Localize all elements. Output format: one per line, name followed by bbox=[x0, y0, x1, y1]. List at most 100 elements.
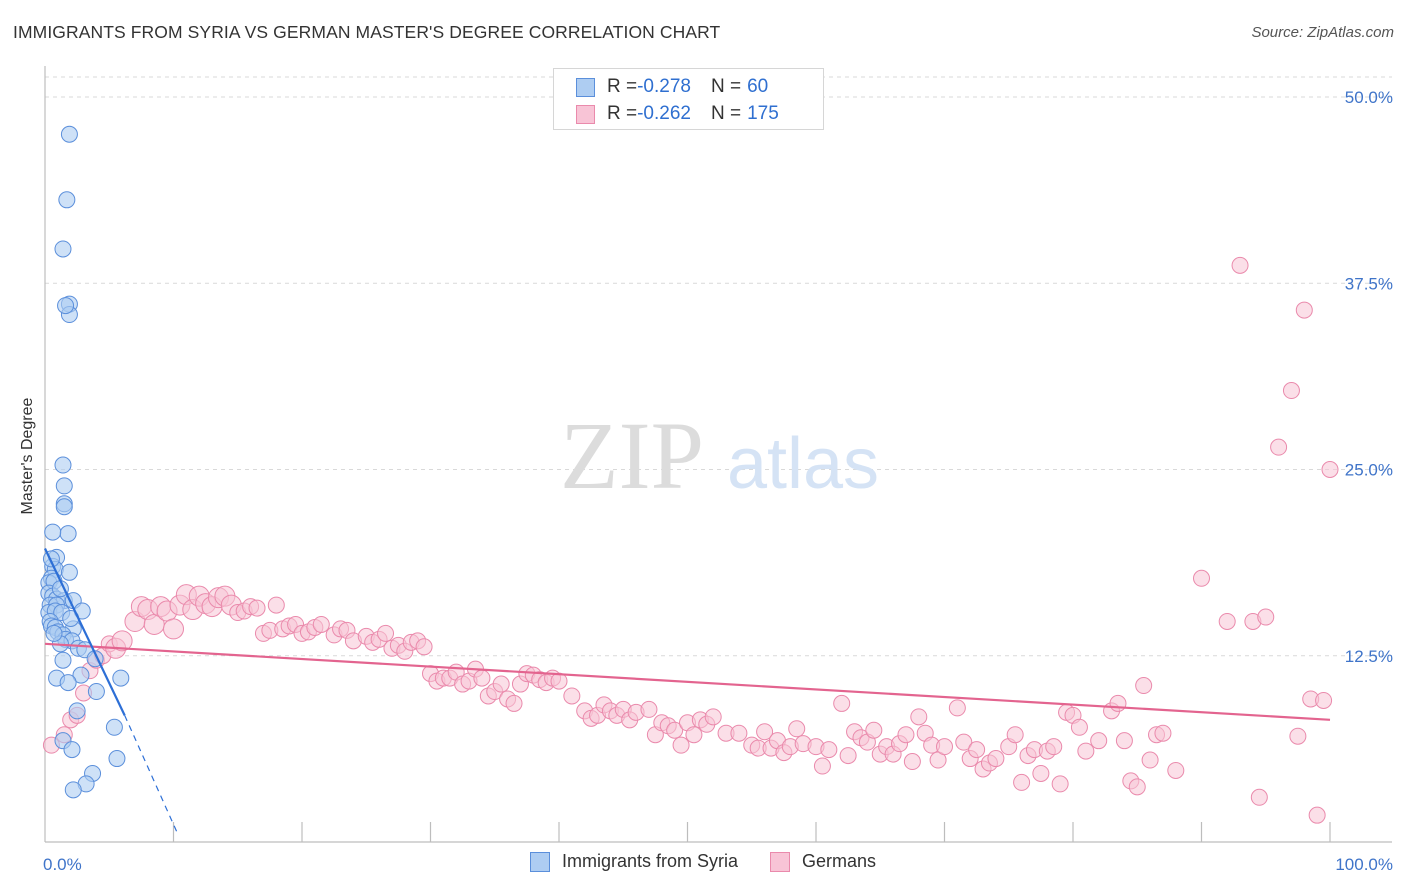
german-point bbox=[377, 624, 395, 642]
german-point bbox=[1070, 718, 1088, 736]
syria-point bbox=[59, 674, 77, 692]
german-point bbox=[813, 757, 831, 775]
german-point bbox=[1128, 778, 1146, 796]
german-point bbox=[248, 599, 266, 617]
german-point bbox=[111, 630, 133, 652]
series-legend-item-syria: Immigrants from Syria bbox=[530, 851, 738, 872]
grid-lines bbox=[45, 76, 1392, 657]
german-point bbox=[163, 618, 184, 640]
syria-point bbox=[60, 125, 78, 143]
german-point bbox=[1032, 764, 1050, 782]
y-tick-label: 25.0% bbox=[1345, 461, 1393, 480]
chart-title: IMMIGRANTS FROM SYRIA VS GERMAN MASTER'S… bbox=[13, 22, 721, 42]
syria-trend-extension bbox=[124, 715, 178, 834]
german-point bbox=[563, 687, 581, 705]
y-tick-label: 12.5% bbox=[1345, 647, 1393, 666]
syria-point bbox=[68, 702, 86, 720]
german-point bbox=[833, 694, 851, 712]
trend-lines bbox=[44, 547, 1331, 834]
syria-point bbox=[63, 741, 81, 759]
correlation-legend: R = -0.278 N = 60 R = -0.262 N = 175 bbox=[553, 68, 824, 130]
germans-trend-line bbox=[44, 642, 1331, 721]
legend-swatch-germans bbox=[576, 104, 595, 124]
syria-trend-line bbox=[44, 547, 126, 716]
german-point bbox=[1250, 788, 1268, 806]
german-point bbox=[1270, 438, 1288, 456]
german-point bbox=[968, 741, 986, 759]
german-point bbox=[267, 596, 285, 614]
german-point bbox=[666, 721, 684, 739]
german-point bbox=[1231, 256, 1249, 274]
series-swatch-syria bbox=[530, 851, 550, 872]
y-axis-label: Master's Degree bbox=[19, 397, 36, 515]
legend-n-value: 60 bbox=[747, 76, 769, 97]
syria-point bbox=[87, 683, 105, 701]
legend-r-value: -0.262 bbox=[637, 103, 691, 124]
german-point bbox=[948, 699, 966, 717]
series-legend: Immigrants from Syria Germans bbox=[530, 851, 908, 872]
german-point bbox=[1295, 301, 1313, 319]
german-point bbox=[505, 694, 523, 712]
german-point bbox=[756, 723, 774, 741]
series-legend-item-germans: Germans bbox=[770, 851, 876, 872]
german-point bbox=[788, 720, 806, 738]
german-point bbox=[987, 750, 1005, 768]
german-point bbox=[865, 721, 883, 739]
german-point bbox=[473, 669, 491, 687]
german-point bbox=[897, 726, 915, 744]
syria-point bbox=[55, 498, 73, 516]
source-label: Source: ZipAtlas.com bbox=[1251, 24, 1394, 41]
syria-point bbox=[58, 191, 76, 209]
german-point bbox=[730, 724, 748, 742]
german-point bbox=[1154, 724, 1172, 742]
syria-point bbox=[55, 477, 73, 495]
x-tick-label: 100.0% bbox=[1335, 855, 1393, 874]
germans-points bbox=[42, 256, 1339, 824]
german-point bbox=[415, 638, 433, 656]
german-point bbox=[820, 741, 838, 759]
syria-point bbox=[64, 781, 82, 799]
legend-row-syria: R = -0.278 N = 60 bbox=[576, 75, 768, 99]
syria-point bbox=[105, 718, 123, 736]
watermark-atlas: atlas bbox=[727, 424, 879, 504]
german-point bbox=[903, 753, 921, 771]
syria-point bbox=[45, 624, 63, 642]
x-tick-label: 0.0% bbox=[43, 855, 82, 874]
german-point bbox=[936, 738, 953, 756]
german-point bbox=[1257, 608, 1275, 626]
german-point bbox=[1045, 738, 1063, 756]
series-swatch-germans bbox=[770, 851, 791, 872]
german-point bbox=[910, 708, 928, 726]
german-point bbox=[685, 726, 703, 744]
german-point bbox=[1006, 726, 1024, 744]
syria-point bbox=[54, 651, 72, 669]
series-label-germans: Germans bbox=[802, 851, 877, 871]
german-point bbox=[672, 736, 690, 754]
legend-r-label: R = bbox=[607, 76, 638, 97]
german-point bbox=[1109, 694, 1127, 712]
syria-point bbox=[42, 550, 60, 568]
german-point bbox=[1321, 461, 1339, 478]
syria-point bbox=[59, 525, 77, 543]
german-point bbox=[1315, 691, 1333, 709]
syria-point bbox=[108, 750, 126, 768]
german-point bbox=[1193, 569, 1210, 587]
legend-swatch-syria bbox=[576, 77, 595, 97]
syria-point bbox=[72, 666, 90, 684]
legend-n-label: N = bbox=[710, 76, 742, 97]
watermark-zip: ZIP bbox=[560, 402, 704, 509]
german-point bbox=[1282, 382, 1300, 400]
german-point bbox=[1135, 677, 1153, 695]
german-point bbox=[1115, 732, 1133, 750]
german-point bbox=[492, 675, 510, 693]
german-point bbox=[312, 615, 330, 633]
german-point bbox=[1051, 775, 1069, 793]
syria-point bbox=[112, 669, 130, 687]
axes bbox=[44, 66, 1392, 843]
german-point bbox=[1308, 806, 1326, 824]
german-point bbox=[1289, 727, 1307, 745]
syria-point bbox=[54, 240, 72, 258]
syria-point bbox=[54, 456, 72, 474]
y-tick-label: 50.0% bbox=[1345, 88, 1393, 107]
german-point bbox=[839, 747, 857, 765]
